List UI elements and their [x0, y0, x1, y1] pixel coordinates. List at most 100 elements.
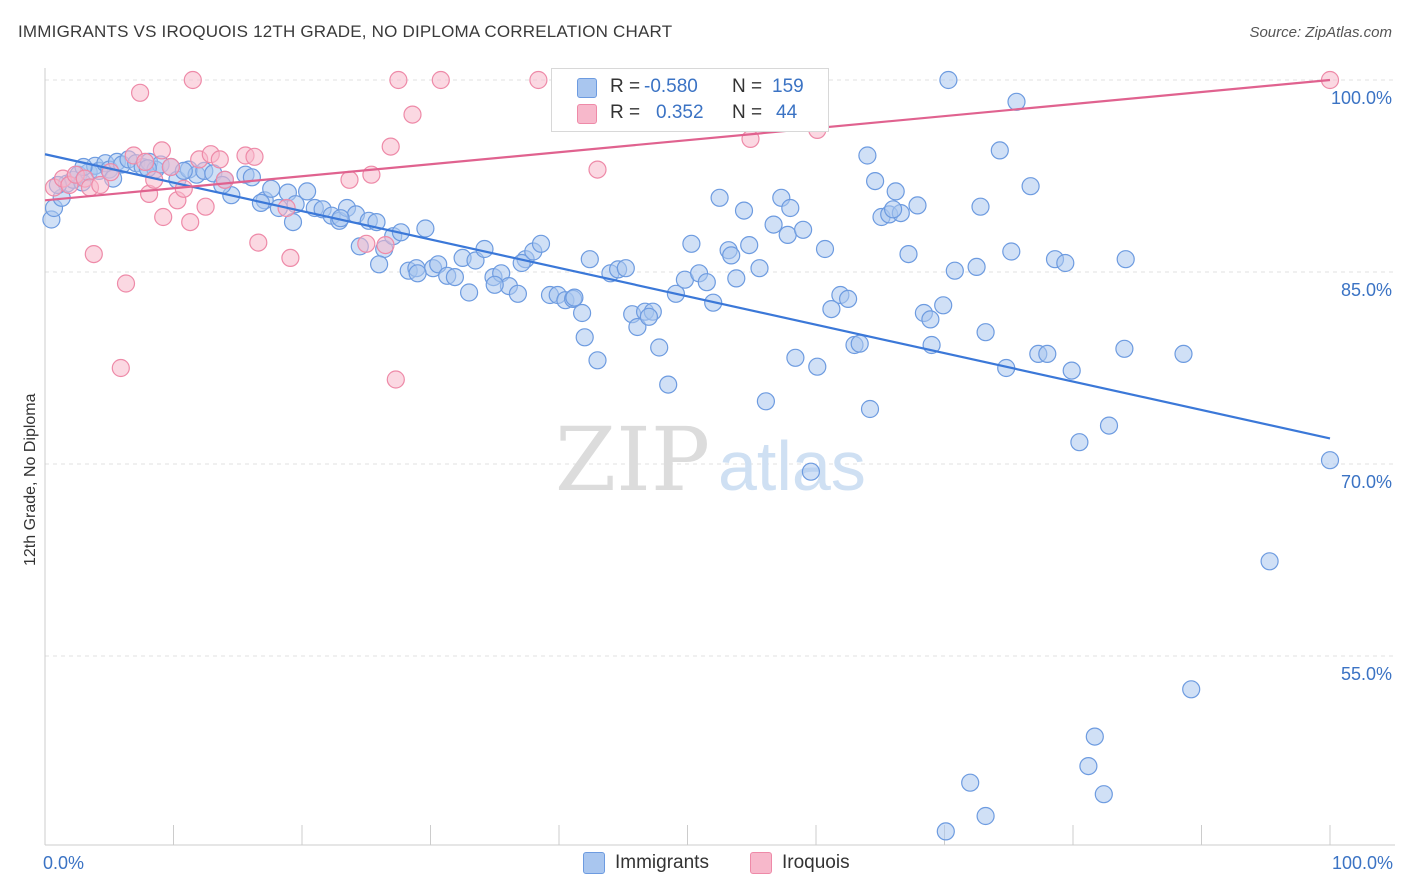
legend-r-value: -0.580: [644, 76, 698, 97]
immigrants-point: [967, 257, 986, 276]
y-tick-label: 70.0%: [1341, 472, 1392, 492]
immigrants-point: [298, 182, 317, 201]
immigrants-point: [971, 197, 990, 216]
immigrants-point: [727, 269, 746, 288]
legend-r-value: 0.352: [656, 102, 704, 123]
legend-label-immigrants: Immigrants: [615, 852, 709, 873]
watermark-zip: ZIP: [555, 408, 710, 511]
iroquois-point: [403, 105, 422, 124]
immigrants-point: [460, 283, 479, 302]
iroquois-point: [389, 70, 408, 90]
immigrants-point: [865, 172, 885, 191]
legend-item-iroquois: Iroquois: [750, 852, 850, 874]
y-tick-label: 85.0%: [1341, 280, 1392, 300]
legend-swatch-immigrants: [577, 78, 597, 98]
iroquois-point: [131, 83, 150, 102]
immigrants-point: [764, 215, 783, 234]
chart-source: Source: ZipAtlas.com: [1249, 24, 1392, 41]
legend-n-value: 159: [772, 76, 804, 97]
iroquois-point: [101, 163, 120, 182]
iroquois-point: [215, 170, 234, 189]
immigrants-point: [1038, 344, 1057, 363]
immigrants-point: [697, 273, 716, 292]
immigrants-point: [921, 310, 940, 329]
legend-n-label: N =: [732, 102, 763, 123]
immigrants-point: [945, 261, 964, 280]
legend-item-immigrants: Immigrants: [583, 852, 709, 874]
immigrants-point: [650, 338, 669, 357]
iroquois-trend-line: [44, 78, 1331, 202]
iroquois-point: [154, 207, 173, 227]
immigrants-point: [793, 220, 813, 239]
immigrants-point: [1079, 756, 1098, 776]
immigrants-point: [628, 317, 647, 337]
chart-title: IMMIGRANTS VS IROQUOIS 12TH GRADE, NO DI…: [18, 22, 673, 41]
iroquois-point: [249, 233, 268, 252]
immigrants-point: [786, 348, 805, 367]
immigrants-point: [778, 225, 797, 244]
legend-swatch-iroquois: [577, 104, 597, 124]
iroquois-point: [91, 175, 110, 195]
legend-r-label: R =: [610, 76, 641, 97]
immigrants-point: [850, 334, 869, 353]
watermark: ZIP atlas: [555, 408, 866, 511]
immigrants-point: [1070, 433, 1089, 452]
immigrants-point: [1320, 451, 1340, 470]
immigrants-point: [883, 200, 903, 219]
immigrants-point: [572, 303, 592, 323]
immigrants-point: [1094, 785, 1113, 804]
immigrants-point: [976, 806, 995, 826]
iroquois-point: [357, 234, 376, 253]
iroquois-point: [181, 213, 200, 232]
immigrants-point: [781, 198, 800, 218]
x-tick-label: 0.0%: [43, 853, 84, 873]
iroquois-point: [529, 70, 548, 90]
immigrants-trend-line: [44, 153, 1331, 440]
immigrants-point: [508, 284, 528, 303]
immigrants-point: [808, 357, 827, 376]
immigrants-point: [1002, 242, 1021, 261]
iroquois-point: [161, 157, 180, 177]
immigrants-point: [262, 179, 281, 198]
immigrants-point: [1021, 177, 1040, 196]
immigrants-point: [1062, 361, 1081, 380]
immigrants-point: [858, 146, 877, 165]
iroquois-point: [111, 358, 130, 378]
immigrants-point: [908, 196, 927, 215]
immigrants-point: [575, 328, 594, 347]
immigrants-point: [370, 255, 389, 274]
immigrants-point: [1116, 250, 1135, 269]
immigrants-point: [682, 234, 701, 253]
iroquois-point: [376, 236, 395, 255]
immigrants-point: [886, 182, 905, 201]
iroquois-point: [116, 274, 136, 293]
immigrants-point: [815, 239, 835, 259]
iroquois-point: [196, 197, 215, 216]
tick-labels: 100.0% 85.0% 70.0% 55.0% 0.0% 100.0%: [43, 88, 1393, 873]
legend-n-value: 44: [776, 102, 798, 123]
immigrants-point: [961, 773, 980, 792]
immigrants-point: [756, 392, 776, 411]
immigrants-point: [416, 219, 435, 238]
immigrants-point: [722, 246, 741, 265]
iroquois-point: [431, 70, 450, 90]
immigrants-point: [801, 462, 821, 481]
y-tick-label: 100.0%: [1331, 88, 1392, 108]
immigrants-point: [580, 250, 599, 269]
iroquois-point: [152, 141, 171, 160]
immigrants-point: [990, 141, 1009, 160]
trend-lines: [44, 78, 1331, 440]
iroquois-point: [281, 248, 300, 267]
immigrants-point: [860, 399, 880, 419]
immigrants-point: [750, 259, 769, 278]
immigrants-point: [734, 201, 754, 220]
iroquois-point: [386, 370, 405, 389]
immigrants-point: [639, 307, 659, 326]
immigrants-point: [1085, 727, 1104, 746]
iroquois-point: [84, 245, 103, 264]
immigrants-point: [1174, 344, 1193, 363]
legend-label-iroquois: Iroquois: [782, 852, 850, 873]
legend-r-label: R =: [610, 102, 641, 123]
immigrants-point: [976, 323, 995, 342]
